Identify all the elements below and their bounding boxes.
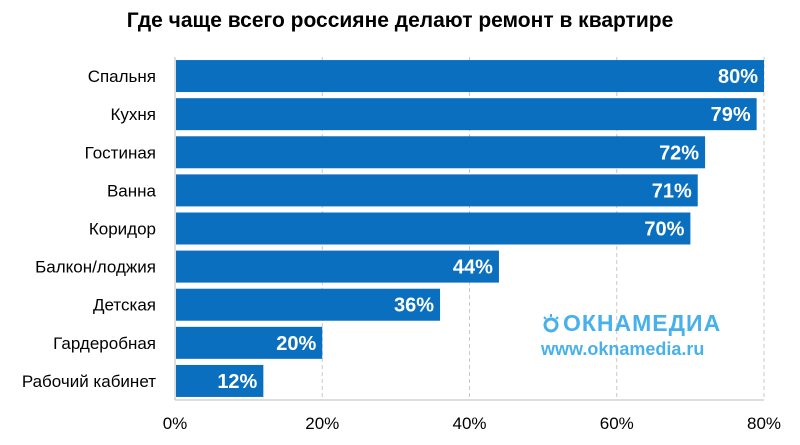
category-label: Балкон/лоджия: [35, 258, 156, 277]
watermark: ОКНАМЕДИА www.oknamedia.ru: [541, 310, 741, 360]
data-label: 20%: [276, 333, 316, 355]
watermark-logo: ОКНАМЕДИА: [541, 310, 741, 337]
bars: [176, 60, 764, 397]
bar: [176, 98, 757, 131]
data-label: 72%: [659, 142, 699, 164]
x-tick-label: 20%: [305, 414, 339, 433]
category-label: Ванна: [107, 181, 157, 200]
data-label: 36%: [394, 295, 434, 317]
x-tick-label: 40%: [452, 414, 486, 433]
category-label: Коридор: [89, 220, 156, 239]
bar: [176, 364, 264, 397]
category-label: Кухня: [111, 105, 157, 124]
data-label: 79%: [711, 104, 751, 126]
category-label: Спальня: [88, 67, 156, 86]
bar: [176, 326, 323, 359]
data-label: 44%: [453, 257, 493, 279]
bar: [176, 250, 499, 283]
bar: [176, 60, 764, 93]
category-label: Рабочий кабинет: [22, 372, 156, 391]
data-label: 71%: [652, 180, 692, 202]
watermark-url: www.oknamedia.ru: [541, 339, 705, 359]
bar: [176, 288, 441, 321]
data-label: 80%: [718, 66, 758, 88]
axes: [174, 57, 764, 401]
bar: [176, 212, 691, 245]
x-tick-label: 0%: [163, 414, 188, 433]
bar: [176, 136, 706, 169]
sun-logo-icon: [543, 313, 559, 332]
data-label: 70%: [644, 219, 684, 241]
chart-title: Где чаще всего россияне делают ремонт в …: [126, 9, 674, 32]
x-tick-label: 60%: [600, 414, 634, 433]
watermark-logo-text: ОКНАМЕДИА: [563, 310, 722, 336]
category-label: Детская: [93, 296, 156, 315]
data-label: 12%: [217, 371, 257, 393]
labels: 0% 20% 40% 60% 80% Спальня 80% Кухня 79% Гостиная…: [22, 66, 781, 433]
category-label: Гардеробная: [53, 334, 156, 353]
category-label: Гостиная: [85, 143, 156, 162]
bar: [176, 174, 698, 207]
x-tick-label: 80%: [747, 414, 781, 433]
